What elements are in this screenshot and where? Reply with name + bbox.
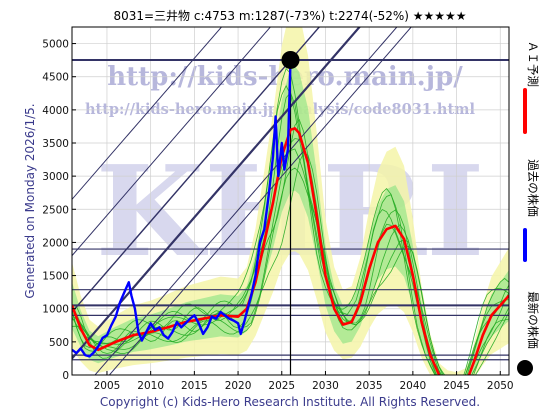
plot-frame [71,26,510,376]
x-tick-label: 2010 [137,380,164,392]
y-tick-label: 4500 [42,72,69,84]
legend: ＡＩ予測 過去の株価 最新の株価 [517,41,540,376]
x-tick-label: 2045 [443,380,470,392]
x-tick-label: 2035 [356,380,383,392]
legend-price-label: 過去の株価 [526,159,540,217]
x-tick-label: 2050 [487,380,514,392]
y-tick-label: 5000 [42,39,69,51]
y-axis-tick-labels: 0 500 1000 1500 2000 2500 3000 3500 4000… [42,39,69,382]
legend-prediction-label: ＡＩ予測 [526,41,540,87]
latest-price-dot [281,50,300,69]
legend-latest-label: 最新の株価 [526,291,540,349]
legend-latest-dot [517,360,533,376]
y-tick-label: 2000 [42,237,69,249]
y-tick-label: 2500 [42,204,69,216]
prediction-line [72,127,509,375]
trend-line [72,27,223,200]
generated-date-label: Generated on Monday 2026/1/5. [23,103,37,298]
copyright-footer: Copyright (c) Kids-Hero Research Institu… [100,395,480,409]
x-tick-label: 2005 [94,380,121,392]
y-tick-label: 500 [49,337,69,349]
x-axis-tick-labels: 2005 2010 2015 2020 2025 2030 2035 2040 … [94,380,514,392]
series-lines [72,59,509,375]
price-line [72,59,292,358]
horizontal-levels [72,58,509,375]
y-tick-label: 1500 [42,271,69,283]
y-tick-label: 4000 [42,105,69,117]
axis-ticks [72,43,501,376]
x-tick-label: 2015 [181,380,208,392]
chart-title: 8031=三井物 c:4753 m:1287(-73%) t:2274(-52%… [113,9,466,23]
x-tick-label: 2030 [312,380,339,392]
y-tick-label: 3500 [42,138,69,150]
trend-line [72,27,272,257]
x-tick-label: 2020 [225,380,252,392]
y-tick-label: 3000 [42,171,69,183]
x-tick-label: 2040 [399,380,426,392]
current-marker-layer [281,50,300,69]
y-tick-label: 0 [62,370,69,382]
x-tick-label: 2025 [268,380,295,392]
y-tick-label: 1000 [42,304,69,316]
